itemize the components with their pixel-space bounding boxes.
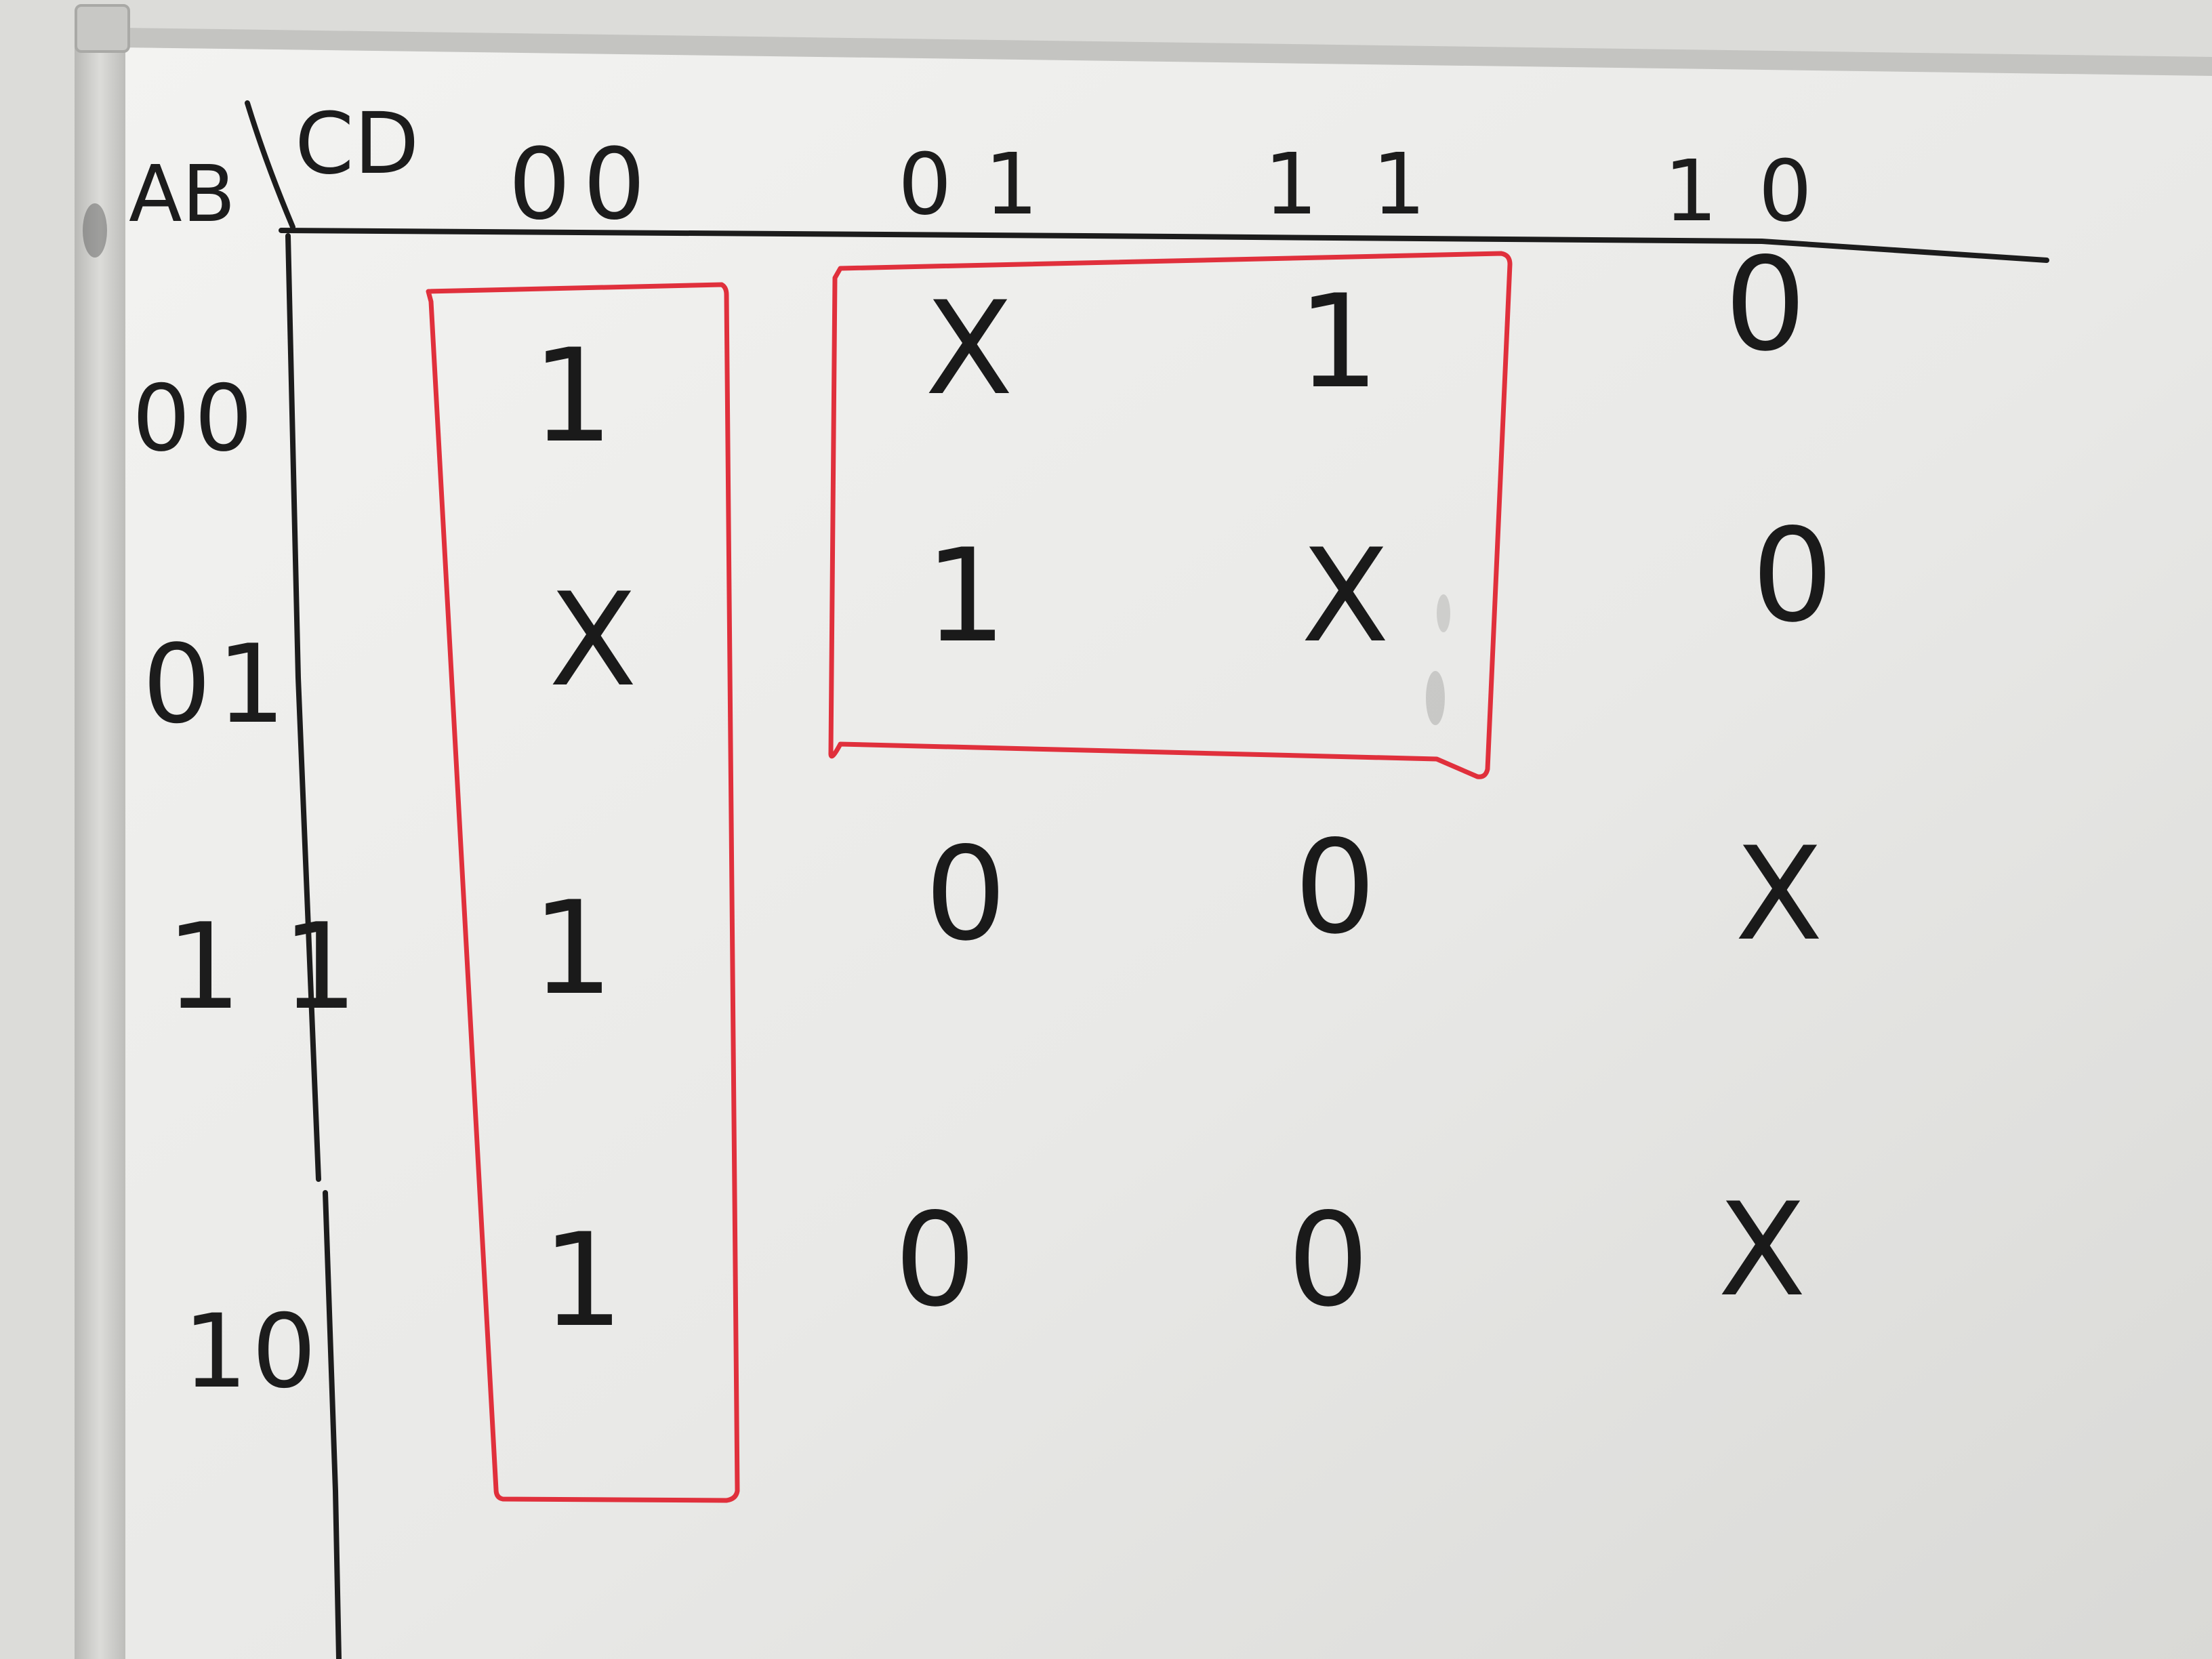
frame-corner-cap <box>75 4 130 53</box>
column-header-11: 11 <box>1264 136 1481 234</box>
board-surface <box>125 47 2212 1659</box>
cell-ab01-cd10: 0 <box>1751 501 1834 651</box>
row-variables-label: AB <box>129 149 236 240</box>
cell-ab11-cd11: 0 <box>1294 813 1376 962</box>
cell-ab10-cd00: 1 <box>541 1206 624 1355</box>
cell-ab11-cd01: 0 <box>924 819 1007 969</box>
cell-ab00-cd00: 1 <box>531 321 614 471</box>
grouping-box-columns-01-11 <box>828 251 1513 779</box>
cell-ab10-cd10: X <box>1717 1175 1807 1325</box>
cell-ab00-cd10: 0 <box>1724 230 1807 380</box>
row-axis-line-lower <box>323 1190 342 1659</box>
row-header-11: 11 <box>166 899 398 1036</box>
board-frame-top <box>75 27 2212 76</box>
row-header-10: 10 <box>183 1293 321 1411</box>
smudge <box>1437 594 1450 632</box>
cell-ab00-cd11: 1 <box>1297 267 1380 417</box>
column-axis-line <box>279 228 2049 263</box>
cell-ab11-cd00: 1 <box>531 874 614 1023</box>
column-header-00: 00 <box>508 127 658 242</box>
column-header-10: 10 <box>1664 142 1853 241</box>
column-variables-label: CD <box>295 95 419 193</box>
cell-ab00-cd01: X <box>924 274 1014 424</box>
grouping-box-column-00 <box>426 282 740 1503</box>
board-frame-left <box>75 41 125 1659</box>
cell-ab11-cd10: X <box>1734 819 1824 969</box>
row-header-00: 00 <box>132 365 257 472</box>
row-header-01: 01 <box>142 621 291 747</box>
row-axis-line-upper <box>285 233 321 1182</box>
column-header-01: 01 <box>898 136 1071 234</box>
smudge <box>83 203 107 258</box>
cell-ab10-cd11: 0 <box>1287 1185 1370 1335</box>
corner-diagonal-line <box>245 100 295 230</box>
cell-ab01-cd11: X <box>1300 521 1390 671</box>
cell-ab10-cd01: 0 <box>894 1185 977 1335</box>
cell-ab01-cd01: 1 <box>924 521 1007 671</box>
cell-ab01-cd00: X <box>548 565 638 715</box>
smudge <box>1426 671 1445 725</box>
